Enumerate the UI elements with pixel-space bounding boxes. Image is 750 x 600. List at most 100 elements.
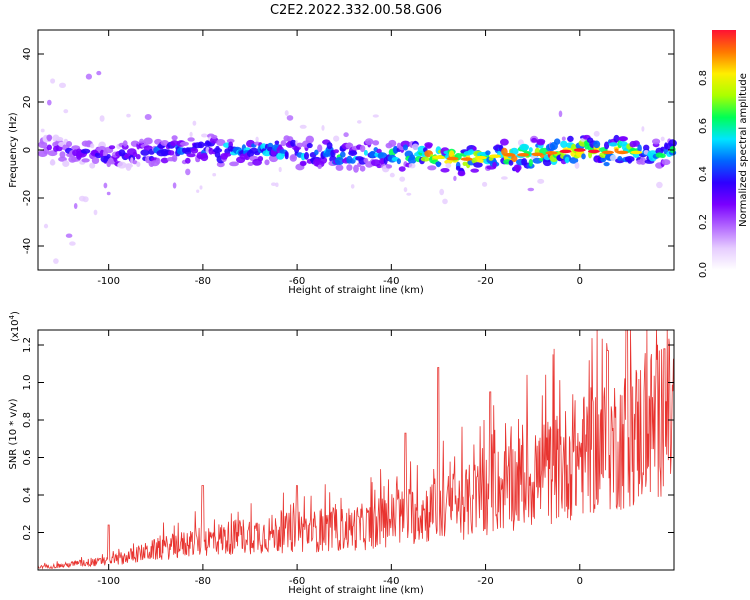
spectrogram-blob <box>398 166 406 172</box>
spectrogram-blob <box>340 151 346 158</box>
spectrogram-blob <box>470 168 480 173</box>
y-tick-label: 1.2 <box>22 337 33 353</box>
spectrogram-blob <box>318 156 328 164</box>
spectrogram-noise <box>403 187 408 193</box>
spectrogram-blob <box>471 157 478 164</box>
spectrogram-blob <box>91 156 100 164</box>
spectrogram-blob <box>296 142 304 148</box>
spectrogram-noise <box>501 176 508 180</box>
spectrogram-noise <box>321 125 325 131</box>
spectrogram-blob <box>388 139 397 147</box>
spectrogram-blob <box>569 157 579 164</box>
spectrogram-blob <box>500 138 509 146</box>
spectrogram-blob <box>80 148 91 154</box>
spectrogram-noise <box>286 115 294 121</box>
exponent-close: ) <box>10 311 21 315</box>
spectrogram-peak <box>460 157 473 161</box>
spectrogram-blob <box>185 157 191 164</box>
spectrogram-blob <box>531 137 538 143</box>
x-tick-label: -60 <box>289 276 305 287</box>
spectrogram-noise <box>63 109 69 114</box>
spectrogram-noise <box>537 178 545 184</box>
spectrogram-cells <box>37 70 677 264</box>
spectrogram-noise <box>40 128 45 133</box>
spectrogram-blob <box>335 164 344 171</box>
spectrogram-noise <box>442 198 448 205</box>
spectrogram-blob <box>201 152 208 159</box>
spectrogram-blob <box>473 162 483 168</box>
spectrogram-blob <box>435 161 441 168</box>
spectrogram-blob <box>306 142 313 149</box>
spectrogram-blob <box>396 158 401 165</box>
spectrogram-blob <box>519 143 530 151</box>
spectrogram-blob <box>372 140 380 146</box>
spectrogram-blob <box>122 140 128 147</box>
spectrogram-blob <box>160 140 169 146</box>
spectrogram-blob <box>223 152 232 157</box>
spectrogram-blob <box>604 141 610 150</box>
spectrogram-blob <box>427 165 437 171</box>
spectrogram-noise <box>50 78 56 84</box>
spectrogram-noise <box>278 166 282 173</box>
spectrogram-blob <box>326 142 333 150</box>
spectrogram-peak <box>432 155 445 159</box>
colorbar-label: Normalized spectral amplitude <box>738 73 749 227</box>
snr-x-label: Height of straight line (km) <box>288 585 424 596</box>
spectrogram-blob <box>305 135 314 144</box>
spectrogram-noise <box>399 176 406 182</box>
spectrogram-noise <box>445 162 452 169</box>
spectrogram-noise <box>53 258 59 264</box>
spectrogram-noise <box>660 136 665 142</box>
spectrogram-blob <box>212 147 223 153</box>
spectrogram-blob <box>392 145 399 154</box>
spectrogram-blob <box>268 154 279 163</box>
colorbar: 0.0 0.2 0.4 0.6 0.8 Normalized spectral ampl… <box>698 30 749 278</box>
spectrogram-noise <box>558 110 563 118</box>
spectrogram-blob <box>554 138 561 145</box>
spectrogram-noise <box>82 196 89 203</box>
spectrogram-blob <box>613 134 620 143</box>
spectrogram-blob <box>140 149 150 156</box>
spectrogram-blob <box>66 141 73 147</box>
spectrogram-y-label: Frequency (Hz) <box>8 112 19 188</box>
spectrogram-blob <box>603 162 610 167</box>
spectrogram-blob <box>632 140 640 147</box>
spectrogram-noise <box>43 223 49 229</box>
spectrogram-blob <box>216 161 225 168</box>
spectrogram-blob <box>117 161 127 169</box>
spectrogram-blob <box>492 161 497 169</box>
spectrogram-noise <box>185 168 191 176</box>
spectrogram-x-label: Height of straight line (km) <box>288 285 424 296</box>
spectrogram-noise <box>212 173 217 177</box>
spectrogram-noise <box>65 233 73 238</box>
y-tick-label: 0.8 <box>22 412 33 428</box>
spectrogram-blob <box>444 159 453 165</box>
spectrogram-blob <box>364 138 374 146</box>
spectrogram-blob <box>257 156 264 162</box>
spectrogram-blob <box>528 158 533 167</box>
spectrogram-blob <box>624 156 635 163</box>
spectrogram-peak <box>587 149 600 154</box>
snr-frame <box>37 329 675 571</box>
x-tick-label: -60 <box>289 576 305 587</box>
spectrogram-blob <box>424 142 433 148</box>
spectrogram-blob <box>637 144 642 153</box>
x-tick-label: 0 <box>577 576 583 587</box>
x-tick-label: -100 <box>97 576 120 587</box>
spectrogram-blob <box>49 159 56 166</box>
spectrogram-blob <box>581 153 586 160</box>
spectrogram-blob <box>171 135 178 141</box>
spectrogram-blob <box>58 156 67 162</box>
spectrogram-blob <box>125 163 132 171</box>
spectrogram-noise <box>144 114 152 120</box>
spectrogram-blob <box>376 148 382 154</box>
spectrogram-blob <box>334 157 345 165</box>
spectrogram-blob <box>143 137 153 145</box>
y-tick-label: 40 <box>22 48 33 61</box>
spectrogram-blob <box>600 156 607 163</box>
spectrogram-noise <box>201 133 208 138</box>
spectrogram-blob <box>90 143 95 149</box>
spectrogram-blob <box>385 164 393 169</box>
spectrogram-blob <box>155 157 161 165</box>
